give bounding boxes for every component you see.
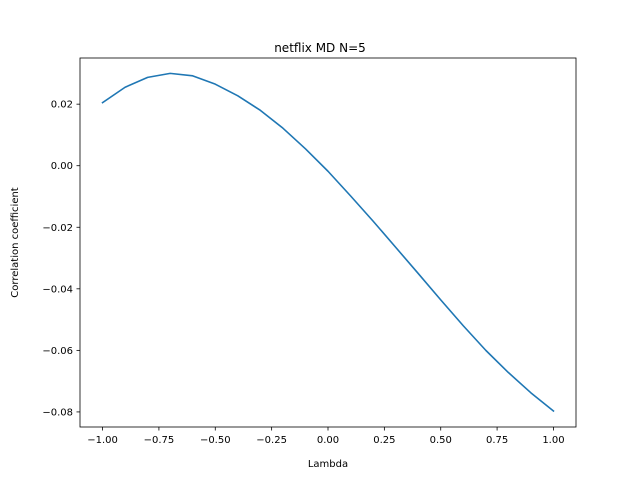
y-axis: 0.02 0.00 −0.02 −0.04 −0.06 −0.08	[42, 100, 80, 418]
x-tick-label: −0.25	[256, 435, 287, 446]
y-tick-label: −0.02	[42, 223, 73, 234]
y-tick-label: 0.02	[51, 100, 73, 111]
y-tick-label: −0.08	[42, 407, 73, 418]
x-tick-label: 1.00	[542, 435, 564, 446]
chart-title: netflix MD N=5	[274, 41, 366, 55]
x-axis: −1.00 −0.75 −0.50 −0.25 0.00 0.25 0.50 0.75 1.00	[87, 427, 565, 446]
series-line	[101, 72, 555, 413]
x-tick-label: 0.25	[373, 435, 395, 446]
plot-area	[101, 72, 555, 413]
x-tick-label: −1.00	[87, 435, 118, 446]
x-tick-label: 0.75	[486, 435, 508, 446]
x-axis-label: Lambda	[308, 459, 348, 470]
y-tick-label: 0.00	[51, 161, 73, 172]
x-tick-label: −0.50	[200, 435, 231, 446]
x-tick-label: −0.75	[144, 435, 175, 446]
y-tick-label: −0.06	[42, 346, 73, 357]
y-axis-label: Correlation coefficient	[10, 187, 21, 298]
y-tick-label: −0.04	[42, 284, 73, 295]
plot-frame	[79, 57, 577, 428]
x-tick-label: 0.50	[430, 435, 452, 446]
x-tick-label: 0.00	[317, 435, 339, 446]
